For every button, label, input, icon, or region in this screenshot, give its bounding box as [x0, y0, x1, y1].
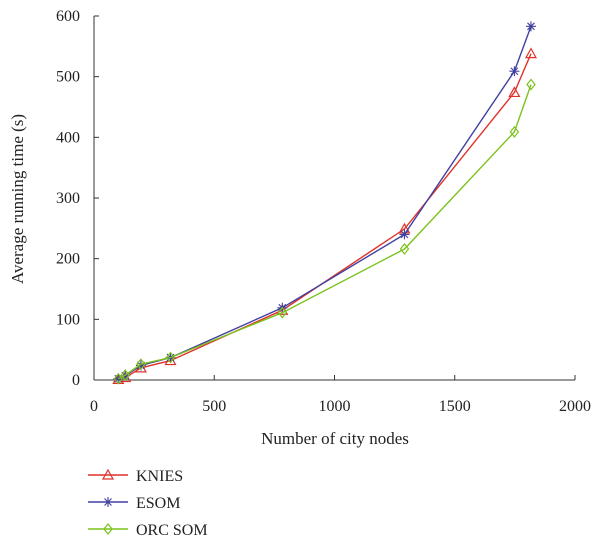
data-point-orc-som — [136, 358, 146, 371]
series-line-esom — [118, 26, 532, 380]
legend-marker-esom — [103, 497, 113, 507]
x-tick-label: 1500 — [439, 398, 471, 415]
legend-marker-knies — [101, 468, 115, 480]
data-point-esom — [113, 373, 124, 384]
y-axis-label: Average running time (s) — [8, 114, 27, 284]
y-tick-label: 100 — [56, 311, 80, 328]
data-point-orc-som — [120, 369, 131, 382]
data-point-orc-som — [526, 78, 536, 91]
series-line-knies — [118, 53, 532, 381]
y-tick-label: 0 — [72, 372, 80, 389]
x-axis-label: Number of city nodes — [261, 429, 409, 448]
legend-marker-orc-som — [103, 523, 113, 535]
axes: 0 100 200 300 400 500 600 0 500 1000 1500 2000 — [56, 8, 591, 415]
x-tick-label: 0 — [90, 398, 98, 415]
data-point-orc-som — [113, 372, 124, 385]
data-point-orc-som — [277, 306, 288, 319]
data-point-esom — [509, 66, 520, 77]
series-knies — [112, 47, 538, 384]
legend-item-orc-som: ORC SOM — [88, 522, 208, 539]
data-point-esom — [525, 21, 536, 32]
data-point-esom — [399, 229, 410, 240]
data-point-orc-som — [165, 351, 176, 364]
series-orc-som — [113, 78, 536, 385]
series-line-orc-som — [117, 84, 532, 380]
data-point-esom — [135, 360, 146, 371]
y-tick-label: 300 — [56, 190, 80, 207]
legend-label-knies: KNIES — [136, 468, 183, 485]
x-tick-label: 500 — [202, 398, 226, 415]
legend-label-esom: ESOM — [136, 495, 180, 512]
legend-item-knies: KNIES — [88, 468, 183, 485]
x-tick-label: 2000 — [559, 398, 591, 415]
y-tick-label: 600 — [56, 8, 80, 25]
y-tick-label: 400 — [56, 129, 80, 146]
data-point-knies — [508, 86, 521, 98]
x-tick-label: 1000 — [319, 398, 351, 415]
data-point-knies — [524, 47, 538, 59]
y-tick-label: 500 — [56, 69, 80, 86]
data-point-orc-som — [399, 242, 410, 255]
legend-item-esom: ESOM — [88, 495, 180, 512]
legend: KNIES ESOM ORC SOM — [88, 468, 208, 539]
series-esom — [113, 21, 536, 384]
series-layer — [112, 21, 538, 385]
legend-label-orc-som: ORC SOM — [136, 522, 208, 539]
data-point-orc-som — [509, 125, 520, 138]
y-tick-label: 200 — [56, 251, 80, 268]
